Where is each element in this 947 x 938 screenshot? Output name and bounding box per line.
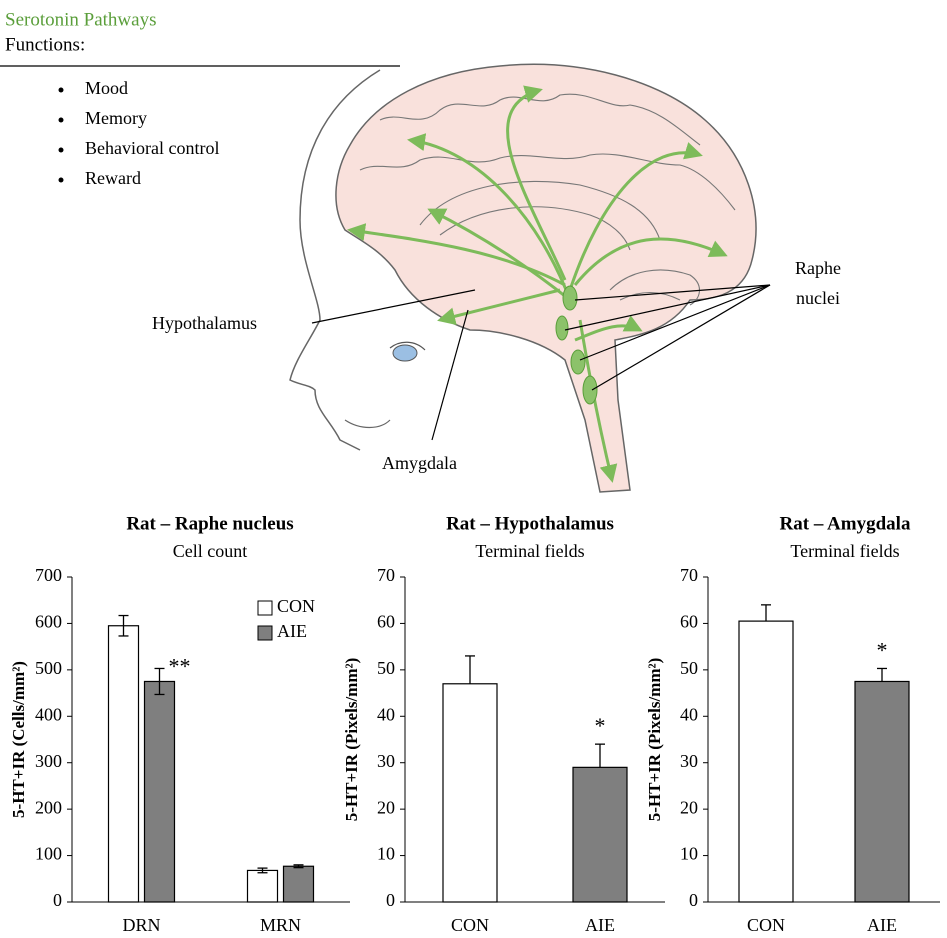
bullet: [59, 148, 64, 153]
y-tick-label: 40: [377, 704, 395, 724]
chart-title: Rat – Hypothalamus: [446, 513, 614, 534]
x-tick-label: CON: [451, 915, 489, 935]
x-tick-label: AIE: [585, 915, 615, 935]
bar: [109, 626, 139, 902]
x-tick-label: CON: [747, 915, 785, 935]
error-bar: [595, 744, 605, 767]
y-tick-label: 0: [53, 890, 62, 910]
bar: [739, 621, 793, 902]
bullet: [59, 178, 64, 183]
y-tick-label: 600: [35, 612, 62, 632]
y-tick-label: 70: [680, 565, 698, 585]
y-tick-label: 300: [35, 751, 62, 771]
raphe-label: Raphe: [795, 258, 841, 278]
bar: [145, 681, 175, 902]
y-axis-label: 5-HT+IR (Pixels/mm²): [342, 658, 361, 822]
error-bar: [877, 668, 887, 681]
legend-label: CON: [277, 596, 315, 616]
y-tick-label: 50: [680, 658, 698, 678]
y-tick-label: 20: [377, 797, 395, 817]
legend-swatch: [258, 601, 272, 615]
y-tick-label: 200: [35, 797, 62, 817]
legend-swatch: [258, 626, 272, 640]
function-item: Memory: [85, 108, 147, 128]
y-tick-label: 0: [689, 890, 698, 910]
y-tick-label: 700: [35, 565, 62, 585]
legend-label: AIE: [277, 621, 307, 641]
x-tick-label: AIE: [867, 915, 897, 935]
y-tick-label: 60: [377, 612, 395, 632]
y-axis-label: 5-HT+IR (Cells/mm²): [9, 661, 28, 818]
raphe-label: nuclei: [796, 288, 840, 308]
y-tick-label: 20: [680, 797, 698, 817]
y-tick-label: 10: [377, 844, 395, 864]
y-tick-label: 40: [680, 704, 698, 724]
chart-title: Rat – Amygdala: [780, 513, 911, 534]
function-item: Reward: [85, 168, 141, 188]
bar: [573, 767, 627, 902]
y-tick-label: 0: [386, 890, 395, 910]
amygdala-label: Amygdala: [382, 453, 457, 473]
y-tick-label: 100: [35, 844, 62, 864]
bar: [443, 684, 497, 902]
y-tick-label: 30: [680, 751, 698, 771]
y-tick-label: 70: [377, 565, 395, 585]
y-tick-label: 30: [377, 751, 395, 771]
error-bar: [761, 605, 771, 621]
error-bar: [465, 656, 475, 684]
function-item: Mood: [85, 78, 128, 98]
bullet: [59, 118, 64, 123]
hypothalamus-label: Hypothalamus: [152, 313, 257, 333]
x-tick-label: DRN: [122, 915, 160, 935]
significance-label: **: [169, 654, 191, 679]
diagram-subtitle: Functions:: [5, 34, 85, 55]
y-axis-label: 5-HT+IR (Pixels/mm²): [645, 658, 664, 822]
bullet: [59, 88, 64, 93]
y-tick-label: 50: [377, 658, 395, 678]
significance-label: *: [595, 713, 606, 738]
brain-illustration: [290, 64, 770, 492]
x-tick-label: MRN: [260, 915, 301, 935]
y-tick-label: 60: [680, 612, 698, 632]
chart-subtitle: Terminal fields: [790, 541, 899, 561]
function-item: Behavioral control: [85, 138, 219, 158]
y-tick-label: 400: [35, 704, 62, 724]
y-tick-label: 500: [35, 658, 62, 678]
significance-label: *: [877, 638, 888, 663]
chart-title: Rat – Raphe nucleus: [126, 513, 293, 534]
bar: [855, 681, 909, 902]
bar: [284, 866, 314, 902]
figure: Serotonin Pathways Functions:: [0, 0, 947, 938]
chart-subtitle: Cell count: [173, 541, 248, 561]
chart-subtitle: Terminal fields: [475, 541, 584, 561]
diagram-title: Serotonin Pathways: [5, 9, 156, 30]
y-tick-label: 10: [680, 844, 698, 864]
bar: [248, 870, 278, 902]
